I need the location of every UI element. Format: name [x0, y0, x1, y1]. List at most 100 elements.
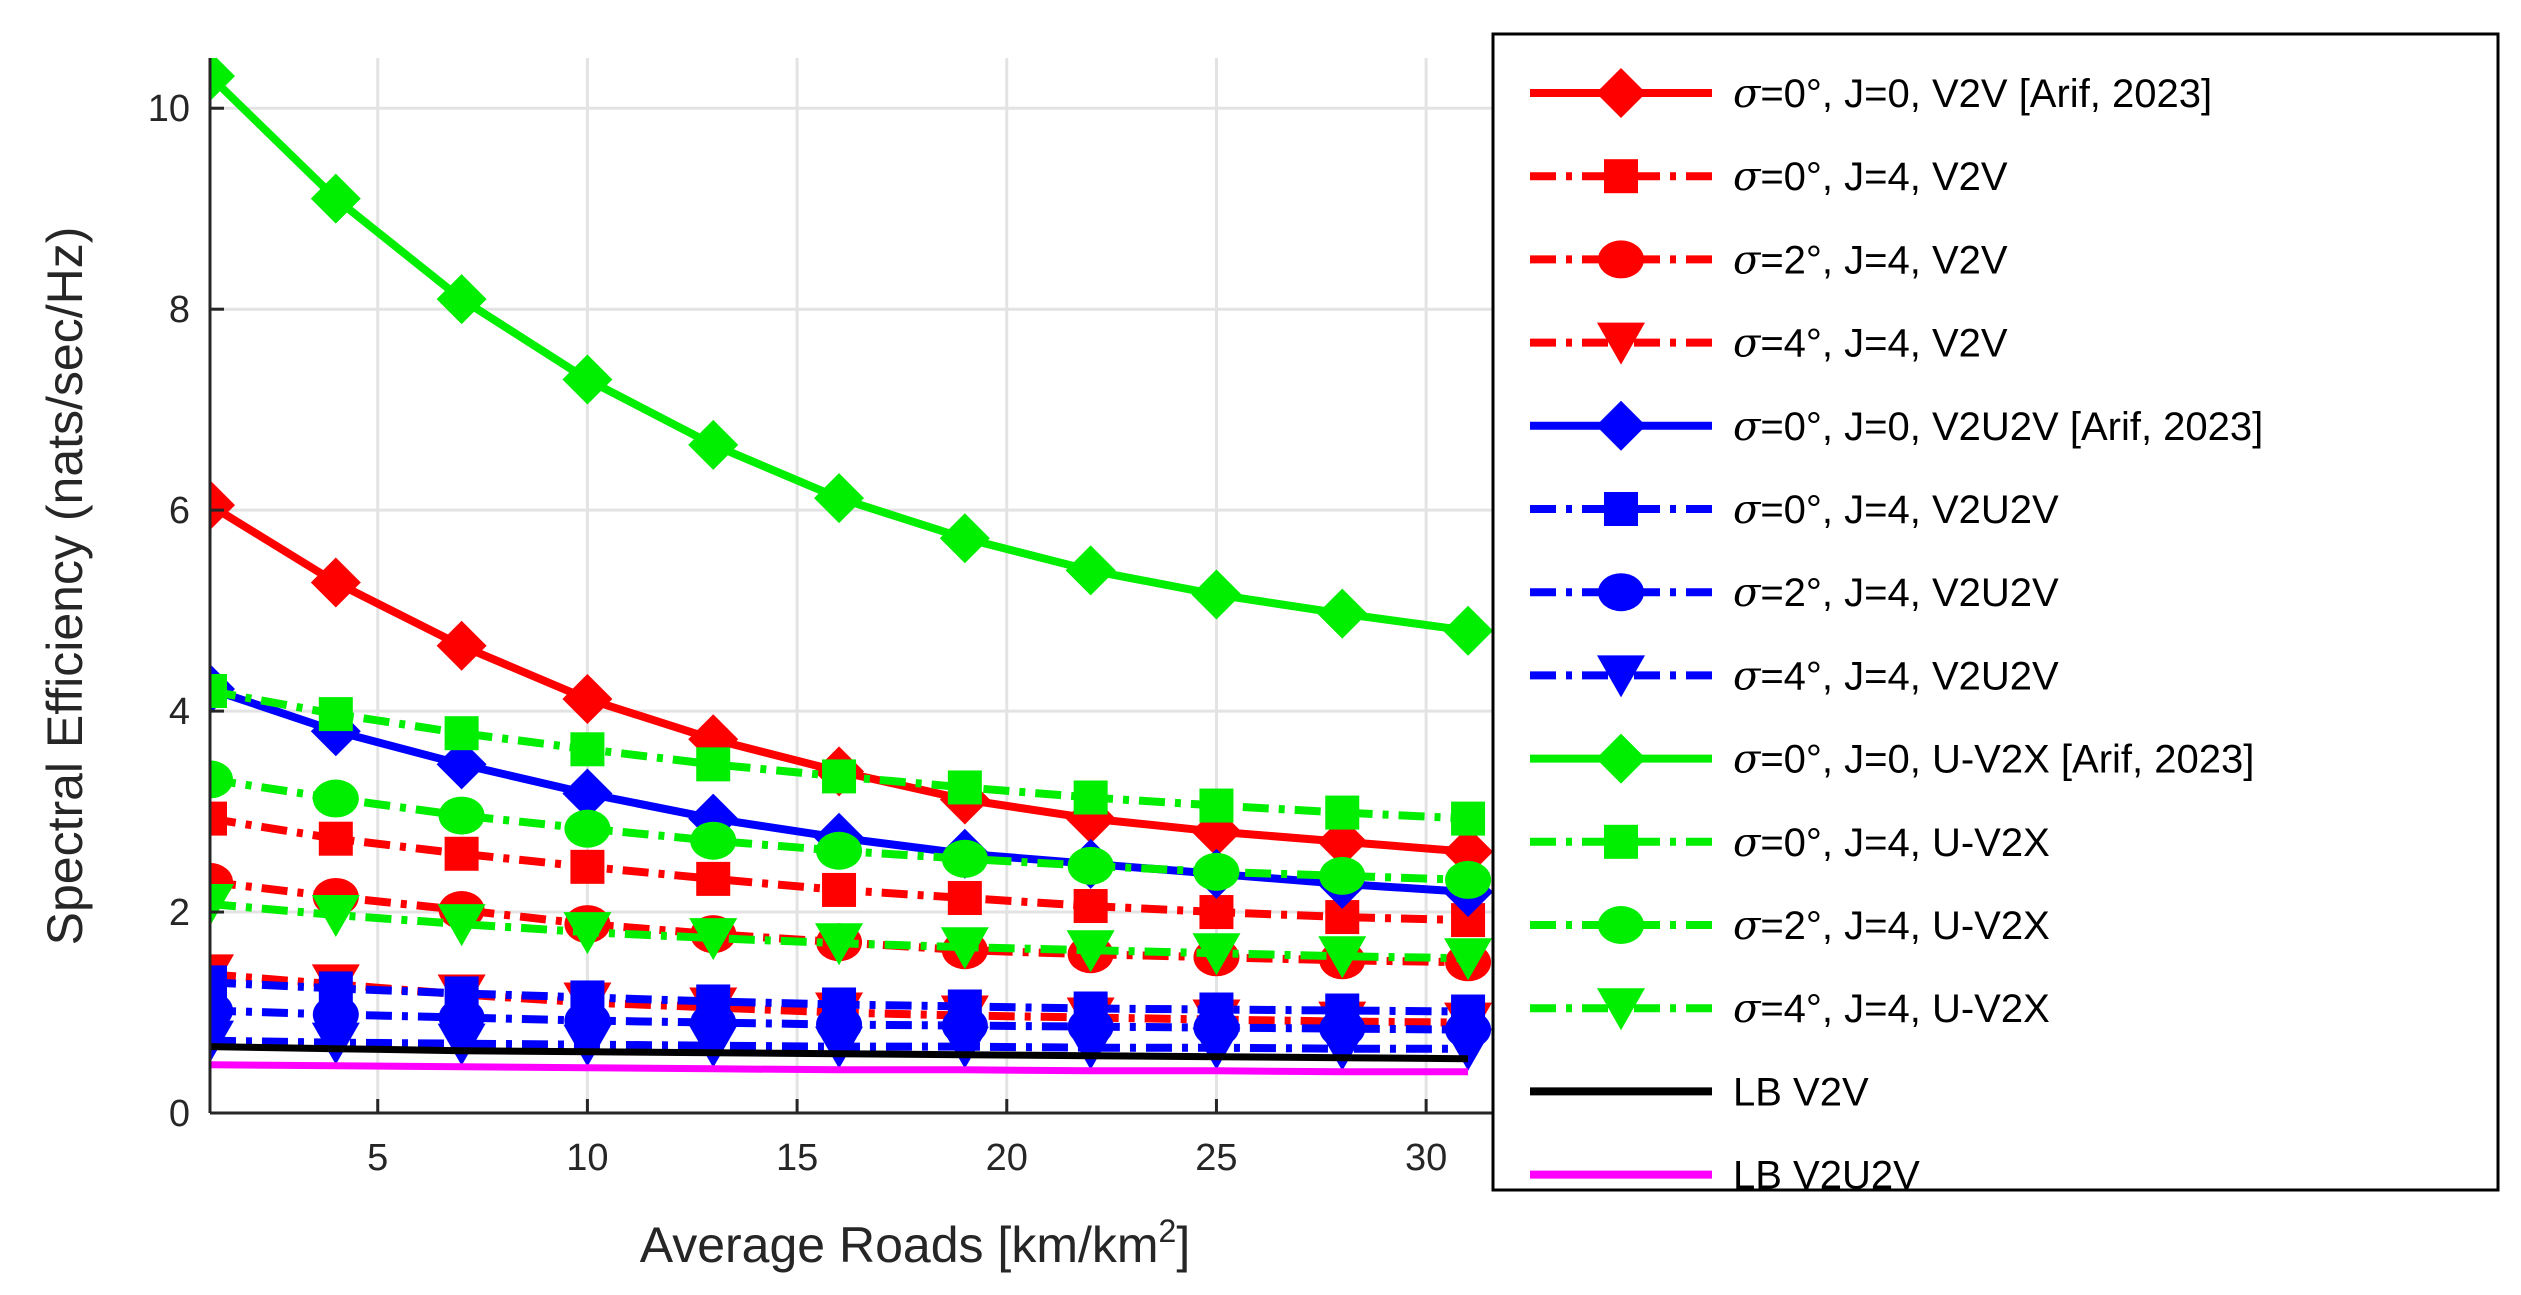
y-tick-label: 6: [169, 490, 190, 532]
x-tick-label: 25: [1195, 1137, 1237, 1179]
series-line: [210, 1061, 1469, 1076]
legend-label: LB V2U2V: [1733, 1154, 1920, 1198]
data-point: [1444, 1028, 1493, 1071]
data-point: [1451, 801, 1486, 836]
data-point: [444, 836, 479, 871]
data-point: [939, 513, 990, 564]
grid-lines: [210, 58, 1510, 1113]
data-point: [822, 759, 857, 794]
x-tick-label: 20: [986, 1137, 1028, 1179]
legend-item: σ=0°, J=4, V2U2V: [1530, 487, 2059, 533]
data-point: [318, 821, 353, 856]
data-point: [310, 173, 361, 224]
data-point: [210, 480, 235, 531]
legend-label: σ=4°, J=4, V2V: [1733, 321, 2008, 367]
legend-label: σ=0°, J=0, V2V [Arif, 2023]: [1733, 71, 2212, 117]
data-point: [947, 770, 982, 805]
axis-ticks: 5 10 15 20 25 30 0 2 4 6 8 10: [148, 88, 1448, 1179]
legend-swatch-marker: [1604, 492, 1638, 526]
legend-label: σ=0°, J=4, V2U2V: [1733, 487, 2059, 533]
y-tick-label: 10: [148, 88, 190, 130]
legend-items: σ=0°, J=0, V2V [Arif, 2023] σ=0°, J=4, V2…: [1530, 68, 2263, 1198]
data-point: [940, 1026, 989, 1069]
data-point: [1193, 852, 1240, 891]
data-point: [210, 991, 233, 1030]
data-point: [562, 354, 613, 405]
data-point: [688, 419, 739, 470]
data-point: [1066, 1027, 1115, 1070]
legend-item: σ=2°, J=4, V2U2V: [1530, 570, 2059, 616]
data-point: [1191, 569, 1242, 620]
data-point: [1067, 846, 1114, 885]
data-point: [1319, 856, 1366, 895]
data-point: [562, 674, 613, 725]
data-point: [438, 796, 485, 835]
legend: σ=0°, J=0, V2V [Arif, 2023] σ=0°, J=4, V2…: [1491, 32, 2500, 1198]
series-10: [210, 674, 1486, 836]
legend-item: σ=2°, J=4, V2V: [1530, 237, 2008, 283]
legend-label: σ=4°, J=4, V2U2V: [1733, 653, 2059, 699]
data-point: [1073, 889, 1108, 924]
data-point: [210, 965, 227, 1000]
legend-label: σ=4°, J=4, U-V2X: [1733, 986, 2050, 1032]
legend-swatch-marker: [1597, 988, 1645, 1031]
data-point: [696, 747, 731, 782]
legend-label: σ=2°, J=4, V2V: [1733, 237, 2008, 283]
data-point: [210, 1020, 234, 1063]
legend-item: σ=0°, J=0, U-V2X [Arif, 2023]: [1530, 733, 2254, 784]
data-point: [437, 904, 486, 947]
data-point: [689, 1025, 738, 1068]
legend-swatch-marker: [1604, 159, 1638, 194]
data-point: [947, 880, 982, 915]
legend-label: σ=2°, J=4, V2U2V: [1733, 570, 2059, 616]
data-point: [814, 473, 865, 524]
data-point: [210, 760, 233, 799]
data-point: [1444, 938, 1493, 981]
x-tick-label: 5: [367, 1137, 388, 1179]
data-point: [1318, 936, 1367, 979]
data-point: [436, 739, 487, 790]
data-point: [312, 779, 359, 818]
series-11: [210, 760, 1492, 899]
series-8: [210, 1020, 1493, 1071]
data-point: [1445, 860, 1492, 899]
series-line: [210, 1043, 1469, 1063]
data-point: [690, 821, 737, 860]
legend-item: σ=0°, J=0, V2U2V [Arif, 2023]: [1530, 400, 2263, 451]
legend-item: σ=4°, J=4, V2V: [1530, 321, 2008, 367]
data-point: [311, 1022, 360, 1065]
data-point: [816, 831, 863, 870]
data-point: [310, 557, 361, 608]
data-point: [689, 918, 738, 961]
y-axis-title: Spectral Efficiency (nats/sec/Hz): [37, 227, 93, 946]
data-point: [564, 809, 611, 848]
data-point: [1199, 895, 1234, 930]
data-point: [815, 1026, 864, 1069]
legend-swatch-marker: [1598, 240, 1644, 279]
y-tick-label: 2: [169, 892, 190, 934]
data-point: [1192, 1027, 1241, 1070]
data-point: [1066, 930, 1115, 973]
y-tick-label: 8: [169, 289, 190, 331]
data-point: [815, 923, 864, 966]
legend-item: LB V2U2V: [1530, 1154, 1920, 1198]
series-12: [210, 884, 1493, 981]
legend-label: σ=2°, J=4, U-V2X: [1733, 903, 2050, 949]
legend-item: σ=4°, J=4, U-V2X: [1530, 986, 2050, 1032]
x-axis-title: Average Roads [km/km2]: [640, 1213, 1190, 1273]
series-layer: [210, 58, 1494, 1076]
legend-swatch-marker: [1597, 322, 1645, 365]
data-point: [1073, 780, 1108, 815]
data-point: [1443, 605, 1494, 656]
data-point: [1325, 795, 1360, 830]
data-point: [318, 697, 353, 732]
data-point: [444, 716, 479, 751]
data-point: [941, 839, 988, 878]
series-9: [210, 58, 1494, 656]
data-point: [940, 927, 989, 970]
data-point: [696, 861, 731, 896]
y-tick-label: 4: [169, 691, 190, 733]
y-tick-label: 0: [169, 1093, 190, 1135]
legend-item: σ=2°, J=4, U-V2X: [1530, 903, 2050, 949]
